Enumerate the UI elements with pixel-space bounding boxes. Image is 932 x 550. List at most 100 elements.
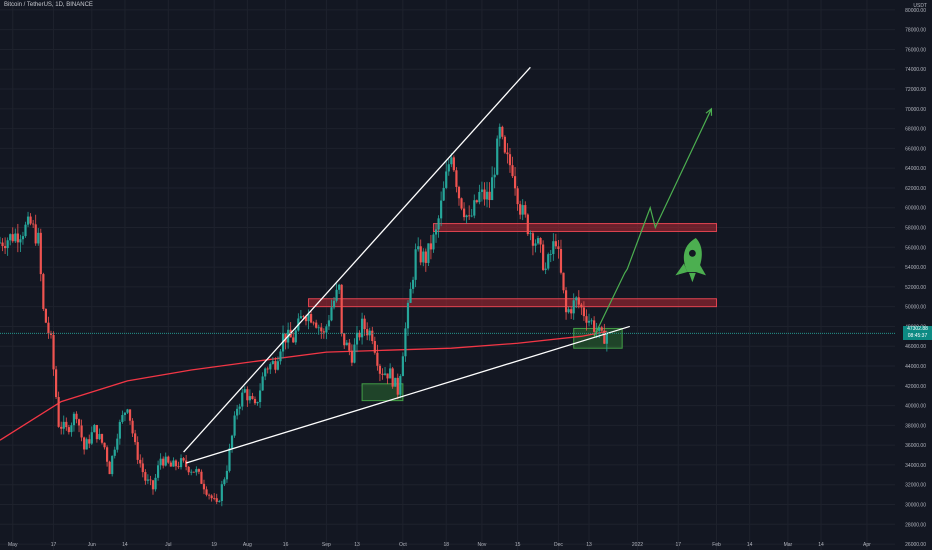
candle-body — [16, 233, 19, 243]
candle-body — [276, 361, 280, 370]
time-tick-label: Sep — [322, 542, 331, 548]
candle-body — [519, 204, 522, 215]
time-tick-label: Dec — [554, 542, 563, 548]
time-tick-label: 14 — [818, 542, 824, 548]
candle-body — [498, 126, 501, 139]
candle-body — [243, 389, 246, 393]
candle-body — [233, 415, 236, 436]
candle-body — [131, 420, 134, 434]
candle-body — [144, 472, 147, 481]
time-tick-label: 19 — [211, 542, 217, 548]
candle-body — [67, 427, 70, 433]
candle-body — [368, 330, 371, 336]
candle-body — [455, 170, 458, 187]
candle-body — [480, 189, 484, 192]
candle-body — [567, 309, 570, 313]
price-tick-label: 36000.00 — [905, 443, 926, 449]
last-price-badge: 47302.88 08:45:37 — [903, 326, 932, 341]
candle-body — [6, 240, 9, 249]
candle-body — [54, 369, 58, 398]
candle-body — [44, 308, 47, 323]
candle-body — [358, 332, 361, 338]
price-tick-label: 34000.00 — [905, 463, 926, 469]
candle-body — [445, 171, 448, 188]
candle-body — [179, 458, 183, 468]
time-tick-label: 17 — [51, 542, 57, 548]
price-axis[interactable]: 80000.00 78000.00 76000.00 74000.00 72000.00… — [905, 8, 926, 548]
candle-body — [396, 377, 399, 395]
candle-body — [325, 326, 328, 333]
candle-body — [437, 218, 440, 230]
candle-body — [98, 434, 101, 440]
candle-body — [399, 376, 402, 395]
candle-body — [350, 350, 353, 363]
candle-body — [95, 425, 98, 440]
candle-body — [202, 483, 206, 490]
candle-body — [366, 329, 369, 336]
candle-body — [450, 157, 453, 165]
candle-body — [274, 361, 277, 370]
time-tick-label: Jul — [165, 542, 171, 548]
resistance-zone — [432, 223, 718, 232]
time-tick-label: Mar — [784, 542, 793, 548]
candle-body — [151, 480, 155, 490]
candle-body — [544, 268, 547, 270]
resistance-zone — [308, 298, 718, 308]
candle-body — [185, 460, 188, 467]
candle-body — [315, 322, 318, 328]
candle-body — [524, 205, 527, 215]
candle-body — [210, 495, 213, 499]
candle-body — [190, 471, 193, 473]
candle-body — [182, 458, 185, 461]
price-tick-label: 52000.00 — [905, 285, 926, 291]
candle-body — [37, 232, 40, 244]
candle-body — [462, 208, 466, 218]
candle-body — [409, 288, 412, 303]
candle-body — [149, 479, 152, 481]
price-tick-label: 58000.00 — [905, 226, 926, 232]
candle-body — [309, 314, 313, 323]
candle-body — [549, 254, 552, 255]
price-tick-label: 78000.00 — [905, 28, 926, 34]
candle-body — [246, 389, 249, 401]
candle-body — [62, 421, 65, 429]
candle-body — [72, 413, 76, 426]
candle-body — [587, 320, 591, 323]
candle-body — [557, 246, 560, 250]
candle-body — [75, 413, 78, 420]
candle-body — [85, 439, 88, 450]
candle-body — [483, 189, 486, 200]
candle-body — [154, 477, 157, 490]
candle-body — [52, 334, 55, 370]
candle-body — [429, 243, 433, 250]
price-tick-label: 80000.00 — [905, 8, 926, 14]
candle-body — [21, 236, 25, 240]
candle-body — [330, 307, 333, 321]
time-axis[interactable]: May 17 Jun 14 Jul 19 Aug 16 Sep 13 Oct 18 Nov 15 Dec 13… — [8, 542, 871, 548]
candle-body — [294, 330, 297, 343]
candle-body — [317, 327, 320, 329]
candle-body — [513, 176, 517, 189]
time-tick-label: 13 — [586, 542, 592, 548]
candlesticks — [0, 123, 608, 507]
candle-body — [419, 246, 422, 263]
candle-body — [320, 327, 323, 332]
candle-body — [401, 356, 404, 377]
candle-body — [136, 442, 139, 460]
candle-body — [473, 200, 476, 216]
price-tick-label: 72000.00 — [905, 87, 926, 93]
candle-body — [192, 471, 195, 473]
candle-body — [575, 297, 578, 301]
candle-body — [452, 157, 455, 171]
candle-body — [238, 406, 241, 409]
trendline — [183, 66, 531, 453]
last-price-value: 47302.88 — [907, 326, 928, 333]
candle-body — [593, 320, 596, 332]
candle-body — [49, 333, 53, 335]
price-tick-label: 68000.00 — [905, 127, 926, 133]
candle-body — [264, 368, 267, 377]
price-tick-label: 40000.00 — [905, 404, 926, 410]
candle-body — [506, 152, 509, 155]
